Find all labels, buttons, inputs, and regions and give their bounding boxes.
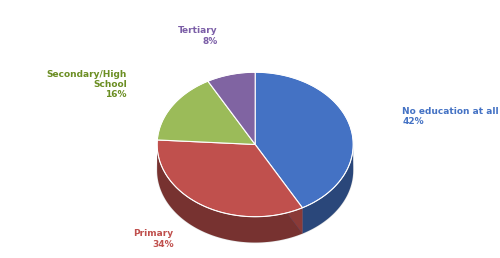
Text: No education at all
42%: No education at all 42%	[402, 107, 499, 126]
Text: Primary
34%: Primary 34%	[134, 229, 173, 249]
Text: Secondary/High
School
16%: Secondary/High School 16%	[46, 70, 127, 99]
PathPatch shape	[255, 72, 353, 208]
PathPatch shape	[157, 140, 302, 217]
Polygon shape	[302, 144, 353, 233]
PathPatch shape	[208, 72, 255, 144]
Polygon shape	[255, 144, 302, 233]
Polygon shape	[255, 144, 302, 233]
Polygon shape	[157, 144, 302, 243]
PathPatch shape	[158, 81, 255, 144]
Text: Tertiary
8%: Tertiary 8%	[178, 26, 218, 46]
Ellipse shape	[157, 98, 353, 243]
